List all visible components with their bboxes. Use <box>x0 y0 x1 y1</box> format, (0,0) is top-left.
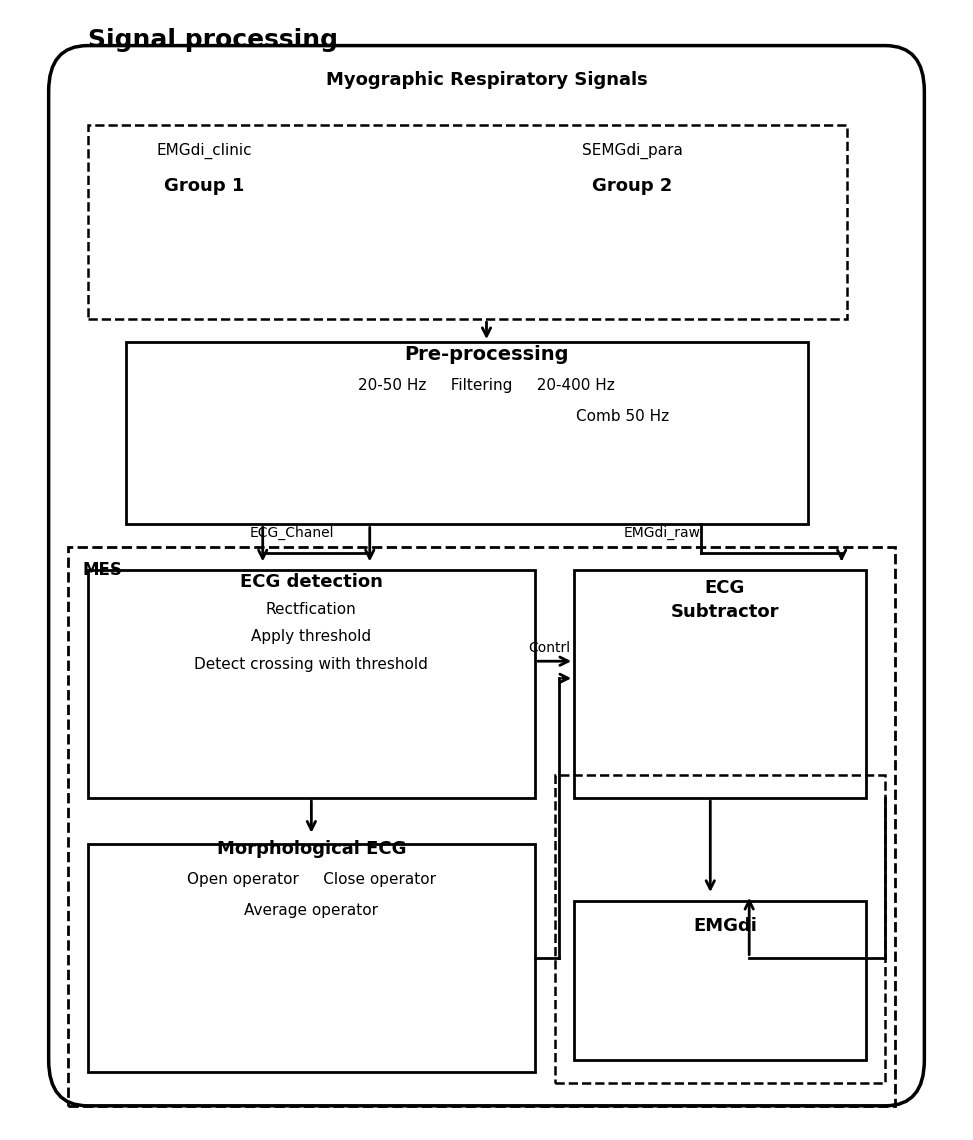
Text: Group 1: Group 1 <box>164 177 244 195</box>
Bar <box>555 775 885 1083</box>
FancyBboxPatch shape <box>126 342 808 524</box>
Text: Signal processing: Signal processing <box>88 28 338 52</box>
Text: Open operator     Close operator: Open operator Close operator <box>187 872 436 887</box>
Text: EMGdi_raw: EMGdi_raw <box>623 527 701 540</box>
Text: EMGdi: EMGdi <box>693 917 757 935</box>
Text: 20-50 Hz     Filtering     20-400 Hz: 20-50 Hz Filtering 20-400 Hz <box>358 378 615 393</box>
FancyBboxPatch shape <box>88 570 535 798</box>
Text: Rectfication: Rectfication <box>266 602 357 617</box>
Bar <box>68 547 895 1106</box>
Text: ECG
Subtractor: ECG Subtractor <box>670 579 779 620</box>
Text: Detect crossing with threshold: Detect crossing with threshold <box>195 657 428 671</box>
Text: Pre-processing: Pre-processing <box>404 345 569 365</box>
Text: EMGdi_clinic: EMGdi_clinic <box>157 142 252 158</box>
Text: MES: MES <box>83 561 123 579</box>
Text: Average operator: Average operator <box>244 903 378 918</box>
FancyBboxPatch shape <box>574 901 866 1060</box>
Text: Apply threshold: Apply threshold <box>251 629 372 644</box>
Text: Myographic Respiratory Signals: Myographic Respiratory Signals <box>326 71 647 89</box>
Text: Comb 50 Hz: Comb 50 Hz <box>576 409 669 424</box>
Text: SEMGdi_para: SEMGdi_para <box>582 142 683 158</box>
Bar <box>88 125 847 319</box>
Text: Contrl: Contrl <box>528 642 571 656</box>
Text: Group 2: Group 2 <box>593 177 672 195</box>
Text: Morphological ECG: Morphological ECG <box>217 840 406 858</box>
FancyBboxPatch shape <box>88 844 535 1072</box>
Text: ECG detection: ECG detection <box>240 573 382 592</box>
FancyBboxPatch shape <box>49 46 924 1106</box>
Text: ECG_Chanel: ECG_Chanel <box>250 527 334 540</box>
FancyBboxPatch shape <box>574 570 866 798</box>
